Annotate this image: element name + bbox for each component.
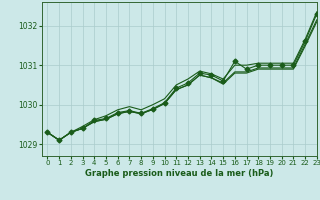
X-axis label: Graphe pression niveau de la mer (hPa): Graphe pression niveau de la mer (hPa) [85,169,273,178]
